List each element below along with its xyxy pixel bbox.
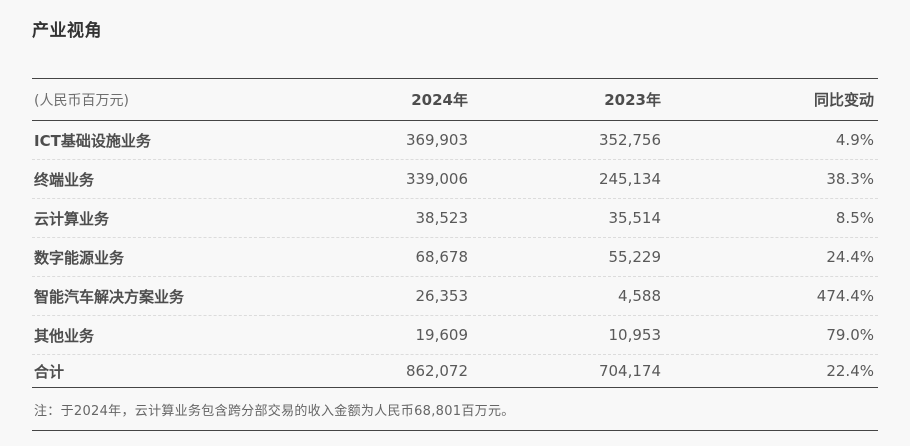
table-row: 终端业务 339,006 245,134 38.3% — [32, 160, 878, 199]
value-2023: 4,588 — [618, 287, 661, 305]
total-value-yoy: 22.4% — [826, 362, 874, 380]
segment-label: 智能汽车解决方案业务 — [34, 287, 185, 306]
value-2023: 352,756 — [598, 131, 661, 149]
table-footnote: 注：于2024年，云计算业务包含跨分部交易的收入金额为人民币68,801百万元。 — [34, 403, 515, 419]
value-yoy: 79.0% — [826, 326, 874, 344]
table-row: 其他业务 19,609 10,953 79.0% — [32, 316, 878, 355]
value-2024: 26,353 — [415, 287, 469, 305]
value-2024: 369,903 — [405, 131, 468, 149]
value-2023: 245,134 — [598, 170, 661, 188]
value-2024: 38,523 — [415, 209, 469, 227]
total-value-2023: 704,174 — [598, 362, 661, 380]
segment-label: 云计算业务 — [34, 209, 110, 228]
unit-label: (人民币百万元) — [34, 92, 129, 109]
total-value-2024: 862,072 — [405, 362, 468, 380]
segment-label: 其他业务 — [34, 326, 95, 345]
column-header-2024: 2024年 — [411, 91, 468, 109]
total-label: 合计 — [34, 362, 65, 381]
segment-label: 终端业务 — [34, 170, 95, 189]
value-yoy: 474.4% — [816, 287, 874, 305]
value-2023: 55,229 — [608, 248, 662, 266]
value-2024: 68,678 — [415, 248, 469, 266]
value-yoy: 24.4% — [826, 248, 874, 266]
value-yoy: 8.5% — [835, 209, 874, 227]
page-title: 产业视角 — [32, 21, 102, 41]
value-2024: 339,006 — [405, 170, 468, 188]
column-header-yoy: 同比变动 — [813, 91, 874, 109]
value-2023: 35,514 — [608, 209, 662, 227]
table-note-row: 注：于2024年，云计算业务包含跨分部交易的收入金额为人民币68,801百万元。 — [32, 388, 878, 431]
value-2024: 19,609 — [415, 326, 469, 344]
segment-revenue-table: (人民币百万元) 2024年 2023年 同比变动 ICT基础设施业务 369,… — [32, 78, 878, 431]
table-header-row: (人民币百万元) 2024年 2023年 同比变动 — [32, 78, 878, 121]
segment-label: ICT基础设施业务 — [34, 131, 151, 150]
table-row: 云计算业务 38,523 35,514 8.5% — [32, 199, 878, 238]
segment-label: 数字能源业务 — [34, 248, 125, 267]
table-total-row: 合计 862,072 704,174 22.4% — [32, 355, 878, 388]
column-header-2023: 2023年 — [604, 91, 661, 109]
value-2023: 10,953 — [608, 326, 662, 344]
table-row: 智能汽车解决方案业务 26,353 4,588 474.4% — [32, 277, 878, 316]
table-row: 数字能源业务 68,678 55,229 24.4% — [32, 238, 878, 277]
value-yoy: 38.3% — [826, 170, 874, 188]
table-row: ICT基础设施业务 369,903 352,756 4.9% — [32, 121, 878, 160]
value-yoy: 4.9% — [835, 131, 874, 149]
